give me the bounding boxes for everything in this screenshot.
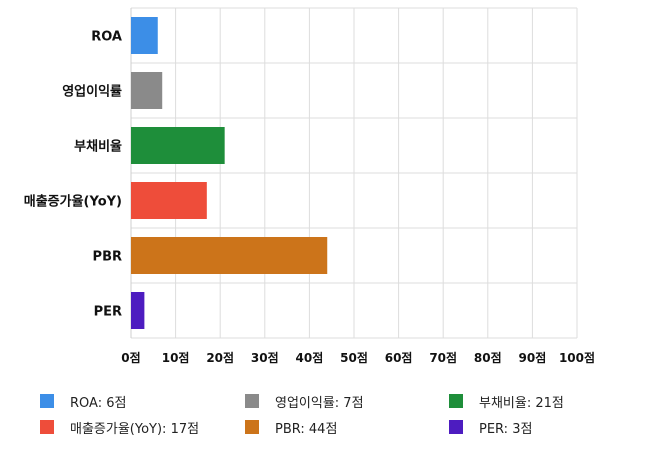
category-label-3: 매출증가율(YoY)	[24, 194, 122, 210]
x-tick-label-7: 70점	[429, 350, 457, 365]
x-tick-label-10: 100점	[559, 350, 595, 365]
bar-0	[131, 17, 158, 54]
bar-2	[131, 127, 225, 164]
x-tick-label-8: 80점	[474, 350, 502, 365]
legend-swatch-5	[449, 420, 463, 434]
legend-swatch-0	[40, 394, 54, 408]
x-tick-label-9: 90점	[519, 350, 547, 365]
legend-item-3: 매출증가율(YoY): 17점	[40, 418, 200, 437]
x-tick-label-6: 60점	[385, 350, 413, 365]
x-tick-label-5: 50점	[340, 350, 368, 365]
x-tick-label-2: 20점	[206, 350, 234, 365]
legend-label-1: 영업이익률: 7점	[275, 395, 364, 411]
x-tick-label-3: 30점	[251, 350, 279, 365]
grid	[130, 7, 578, 339]
legend-swatch-1	[245, 394, 259, 408]
legend-item-2: 부채비율: 21점	[449, 392, 564, 411]
legend-label-2: 부채비율: 21점	[479, 395, 564, 411]
legend-label-5: PER: 3점	[479, 421, 533, 437]
bar-5	[131, 292, 145, 329]
legend-swatch-2	[449, 394, 463, 408]
legend-swatch-4	[245, 420, 259, 434]
legend-label-3: 매출증가율(YoY): 17점	[70, 421, 200, 437]
legend-item-0: ROA: 6점	[40, 392, 127, 411]
legend-label-4: PBR: 44점	[275, 421, 338, 437]
bar-3	[131, 182, 207, 219]
bars	[131, 17, 328, 329]
x-tick-label-0: 0점	[121, 350, 140, 365]
legend-swatch-3	[40, 420, 54, 434]
legend-label-0: ROA: 6점	[70, 395, 127, 411]
x-tick-label-1: 10점	[162, 350, 190, 365]
bar-1	[131, 72, 163, 109]
category-label-4: PBR	[93, 250, 122, 265]
legend-item-4: PBR: 44점	[245, 418, 338, 437]
legend-item-5: PER: 3점	[449, 418, 533, 437]
category-label-1: 영업이익률	[62, 84, 122, 100]
category-label-0: ROA	[91, 30, 122, 45]
x-tick-labels: 0점 10점 20점 30점 40점 50점 60점 70점 80점 90점 100점	[121, 350, 595, 365]
category-label-2: 부채비율	[74, 139, 122, 155]
category-label-5: PER	[94, 305, 122, 320]
x-tick-label-4: 40점	[296, 350, 324, 365]
legend-item-1: 영업이익률: 7점	[245, 392, 364, 411]
bar-4	[131, 237, 328, 274]
